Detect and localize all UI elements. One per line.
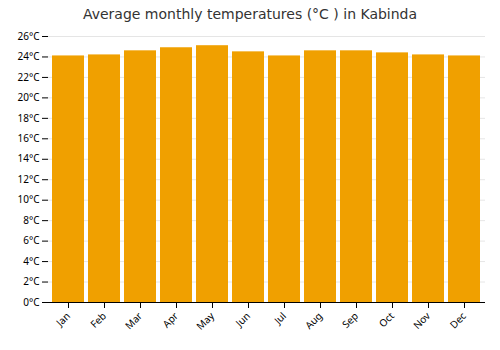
svg-text:12°C: 12°C (17, 172, 40, 186)
svg-text:22°C: 22°C (17, 70, 40, 84)
html-text:Average monthly temperatures (: Average monthly temperatures (°C ) in Ka… (82, 6, 418, 22)
svg-text:20°C: 20°C (17, 90, 40, 104)
svg-text:18°C: 18°C (17, 111, 40, 125)
svg-text:0°C: 0°C (23, 295, 40, 309)
svg-text:16°C: 16°C (17, 131, 40, 145)
svg-text:Dec: Dec (446, 309, 469, 332)
svg-text:Jun: Jun (232, 309, 253, 330)
svg-text:24°C: 24°C (17, 49, 40, 63)
svg-text:Aug: Aug (302, 309, 325, 332)
svg-text:Jul: Jul (270, 309, 289, 328)
svg-text:26°C: 26°C (17, 29, 40, 43)
svg-text:May: May (193, 308, 218, 333)
svg-text:Oct: Oct (376, 309, 398, 331)
svg-text:Nov: Nov (410, 308, 434, 332)
svg-text:2°C: 2°C (23, 274, 40, 288)
svg-text:6°C: 6°C (23, 233, 40, 247)
svg-text:Mar: Mar (122, 309, 145, 332)
svg-text:Jan: Jan (52, 309, 73, 330)
svg-text:Apr: Apr (159, 309, 181, 331)
svg-text:10°C: 10°C (17, 192, 40, 206)
svg-text:Feb: Feb (87, 309, 109, 331)
svg-text:4°C: 4°C (23, 254, 40, 268)
svg-text:Sep: Sep (339, 309, 361, 331)
svg-text:14°C: 14°C (17, 151, 40, 165)
svg-text:8°C: 8°C (23, 213, 40, 227)
